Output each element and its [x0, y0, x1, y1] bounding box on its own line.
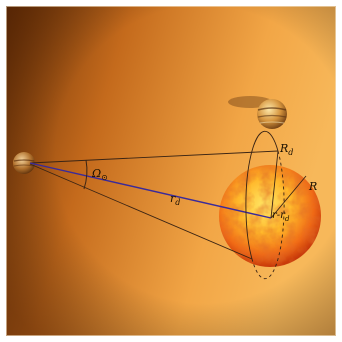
solid-angle-diagram: Ω⊙ rd Rd r-rd R — [6, 6, 336, 336]
cone-line-lower — [29, 163, 253, 260]
star-radius-line — [270, 175, 307, 219]
disk-edge-front — [245, 130, 279, 260]
disk-radius-line — [270, 150, 279, 219]
cone-line-upper — [29, 150, 279, 164]
disk-edge-back — [251, 150, 285, 280]
disk-radius-label: Rd — [279, 142, 293, 157]
star — [219, 165, 321, 267]
diagram-canvas: Ω⊙ rd Rd r-rd R — [6, 6, 336, 336]
observer-body — [13, 152, 35, 174]
solid-angle-arc — [83, 159, 88, 190]
star-radius-label: R — [308, 180, 317, 193]
frame-border — [6, 6, 336, 336]
solid-angle-label: Ω⊙ — [91, 167, 108, 182]
offset-label: r-rd — [272, 210, 290, 223]
sight-line-rd — [29, 162, 272, 219]
planet — [257, 99, 287, 129]
distance-label: rd — [170, 192, 180, 207]
